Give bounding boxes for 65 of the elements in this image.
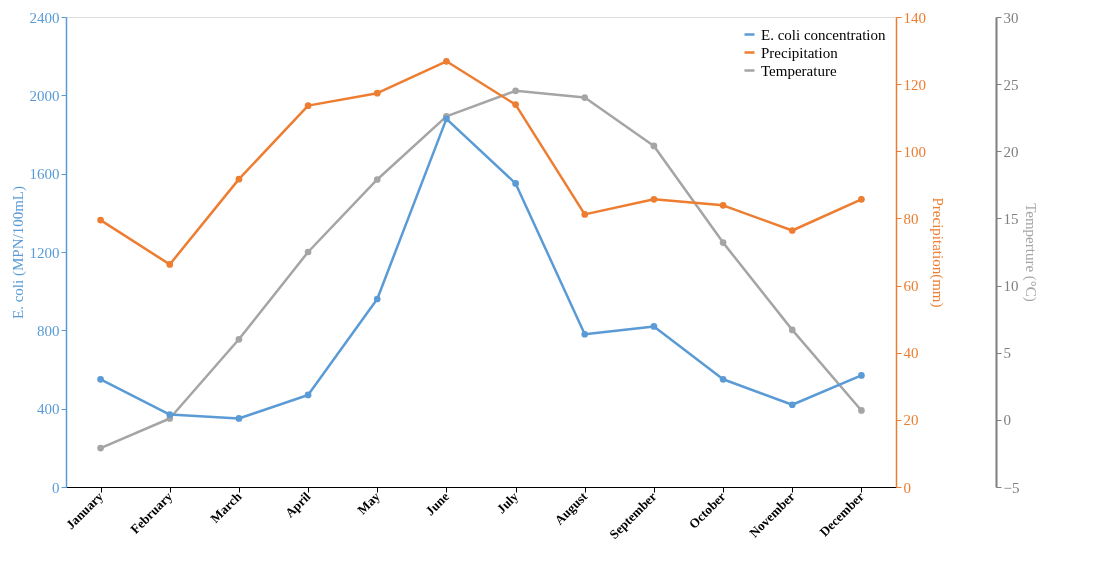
point — [719, 201, 727, 209]
point — [650, 323, 658, 330]
point — [373, 176, 381, 183]
point — [788, 401, 796, 409]
y2-tick-label: 140 — [903, 9, 926, 26]
y-tick-label: 2000 — [29, 87, 60, 104]
x-tick-label: July — [493, 488, 522, 517]
point — [304, 248, 312, 256]
point — [858, 407, 865, 414]
point — [97, 375, 104, 383]
y-tick-label: 0 — [52, 479, 60, 496]
point — [373, 295, 381, 303]
point — [443, 57, 450, 65]
y2-tick-label: 120 — [903, 76, 926, 93]
point — [788, 326, 796, 334]
y2-tick-label: 100 — [903, 143, 926, 160]
y3-tick-label: 0 — [1003, 412, 1011, 429]
point — [304, 102, 312, 109]
y-tick-label: 1200 — [29, 244, 60, 261]
point — [581, 330, 589, 338]
y2-tick-label: 20 — [903, 412, 919, 429]
y-tick-label: 2400 — [29, 9, 60, 26]
point — [788, 227, 796, 234]
point — [304, 391, 312, 399]
y3-tick-label: 10 — [1003, 278, 1019, 295]
point — [166, 411, 174, 418]
y3-axis-title: Temperture (°C) — [1022, 203, 1040, 302]
point — [235, 415, 243, 422]
y2-tick-label: 0 — [903, 479, 911, 496]
legend-label: E. coli concentration — [761, 26, 887, 43]
x-tick-label: May — [354, 488, 384, 518]
point — [858, 372, 865, 379]
y3-tick-label: 15 — [1003, 210, 1019, 227]
point — [235, 335, 243, 343]
point — [719, 375, 727, 383]
y-axis-title: E. coli (MPN/100mL) — [9, 186, 27, 319]
point — [373, 89, 381, 97]
y2-tick-label: 40 — [903, 345, 919, 362]
point — [581, 94, 589, 101]
y2-tick-label: 60 — [903, 278, 919, 295]
point — [581, 211, 589, 218]
y-tick-label: 800 — [37, 322, 60, 339]
point — [650, 142, 658, 150]
y-tick-label: 1600 — [29, 166, 60, 183]
y-tick-label: 400 — [37, 401, 60, 418]
legend-label: Temperature — [761, 62, 837, 79]
point — [719, 239, 727, 246]
y3-tick-label: −5 — [1003, 479, 1020, 496]
point — [650, 195, 658, 203]
x-tick-label: June — [422, 488, 453, 519]
point — [235, 175, 243, 183]
y3-tick-label: 5 — [1003, 345, 1011, 362]
point — [97, 444, 104, 452]
point — [97, 216, 104, 224]
legend-label: Precipitation — [761, 44, 839, 61]
y3-tick-label: 30 — [1003, 9, 1019, 26]
point — [512, 180, 519, 187]
y2-tick-label: 80 — [903, 210, 919, 227]
y2-axis-title: Precipitation(mm) — [929, 197, 946, 308]
y3-tick-label: 25 — [1003, 76, 1019, 93]
point — [512, 101, 519, 108]
point — [512, 87, 519, 95]
y3-tick-label: 20 — [1003, 143, 1019, 160]
point — [858, 195, 865, 203]
point — [166, 261, 174, 268]
